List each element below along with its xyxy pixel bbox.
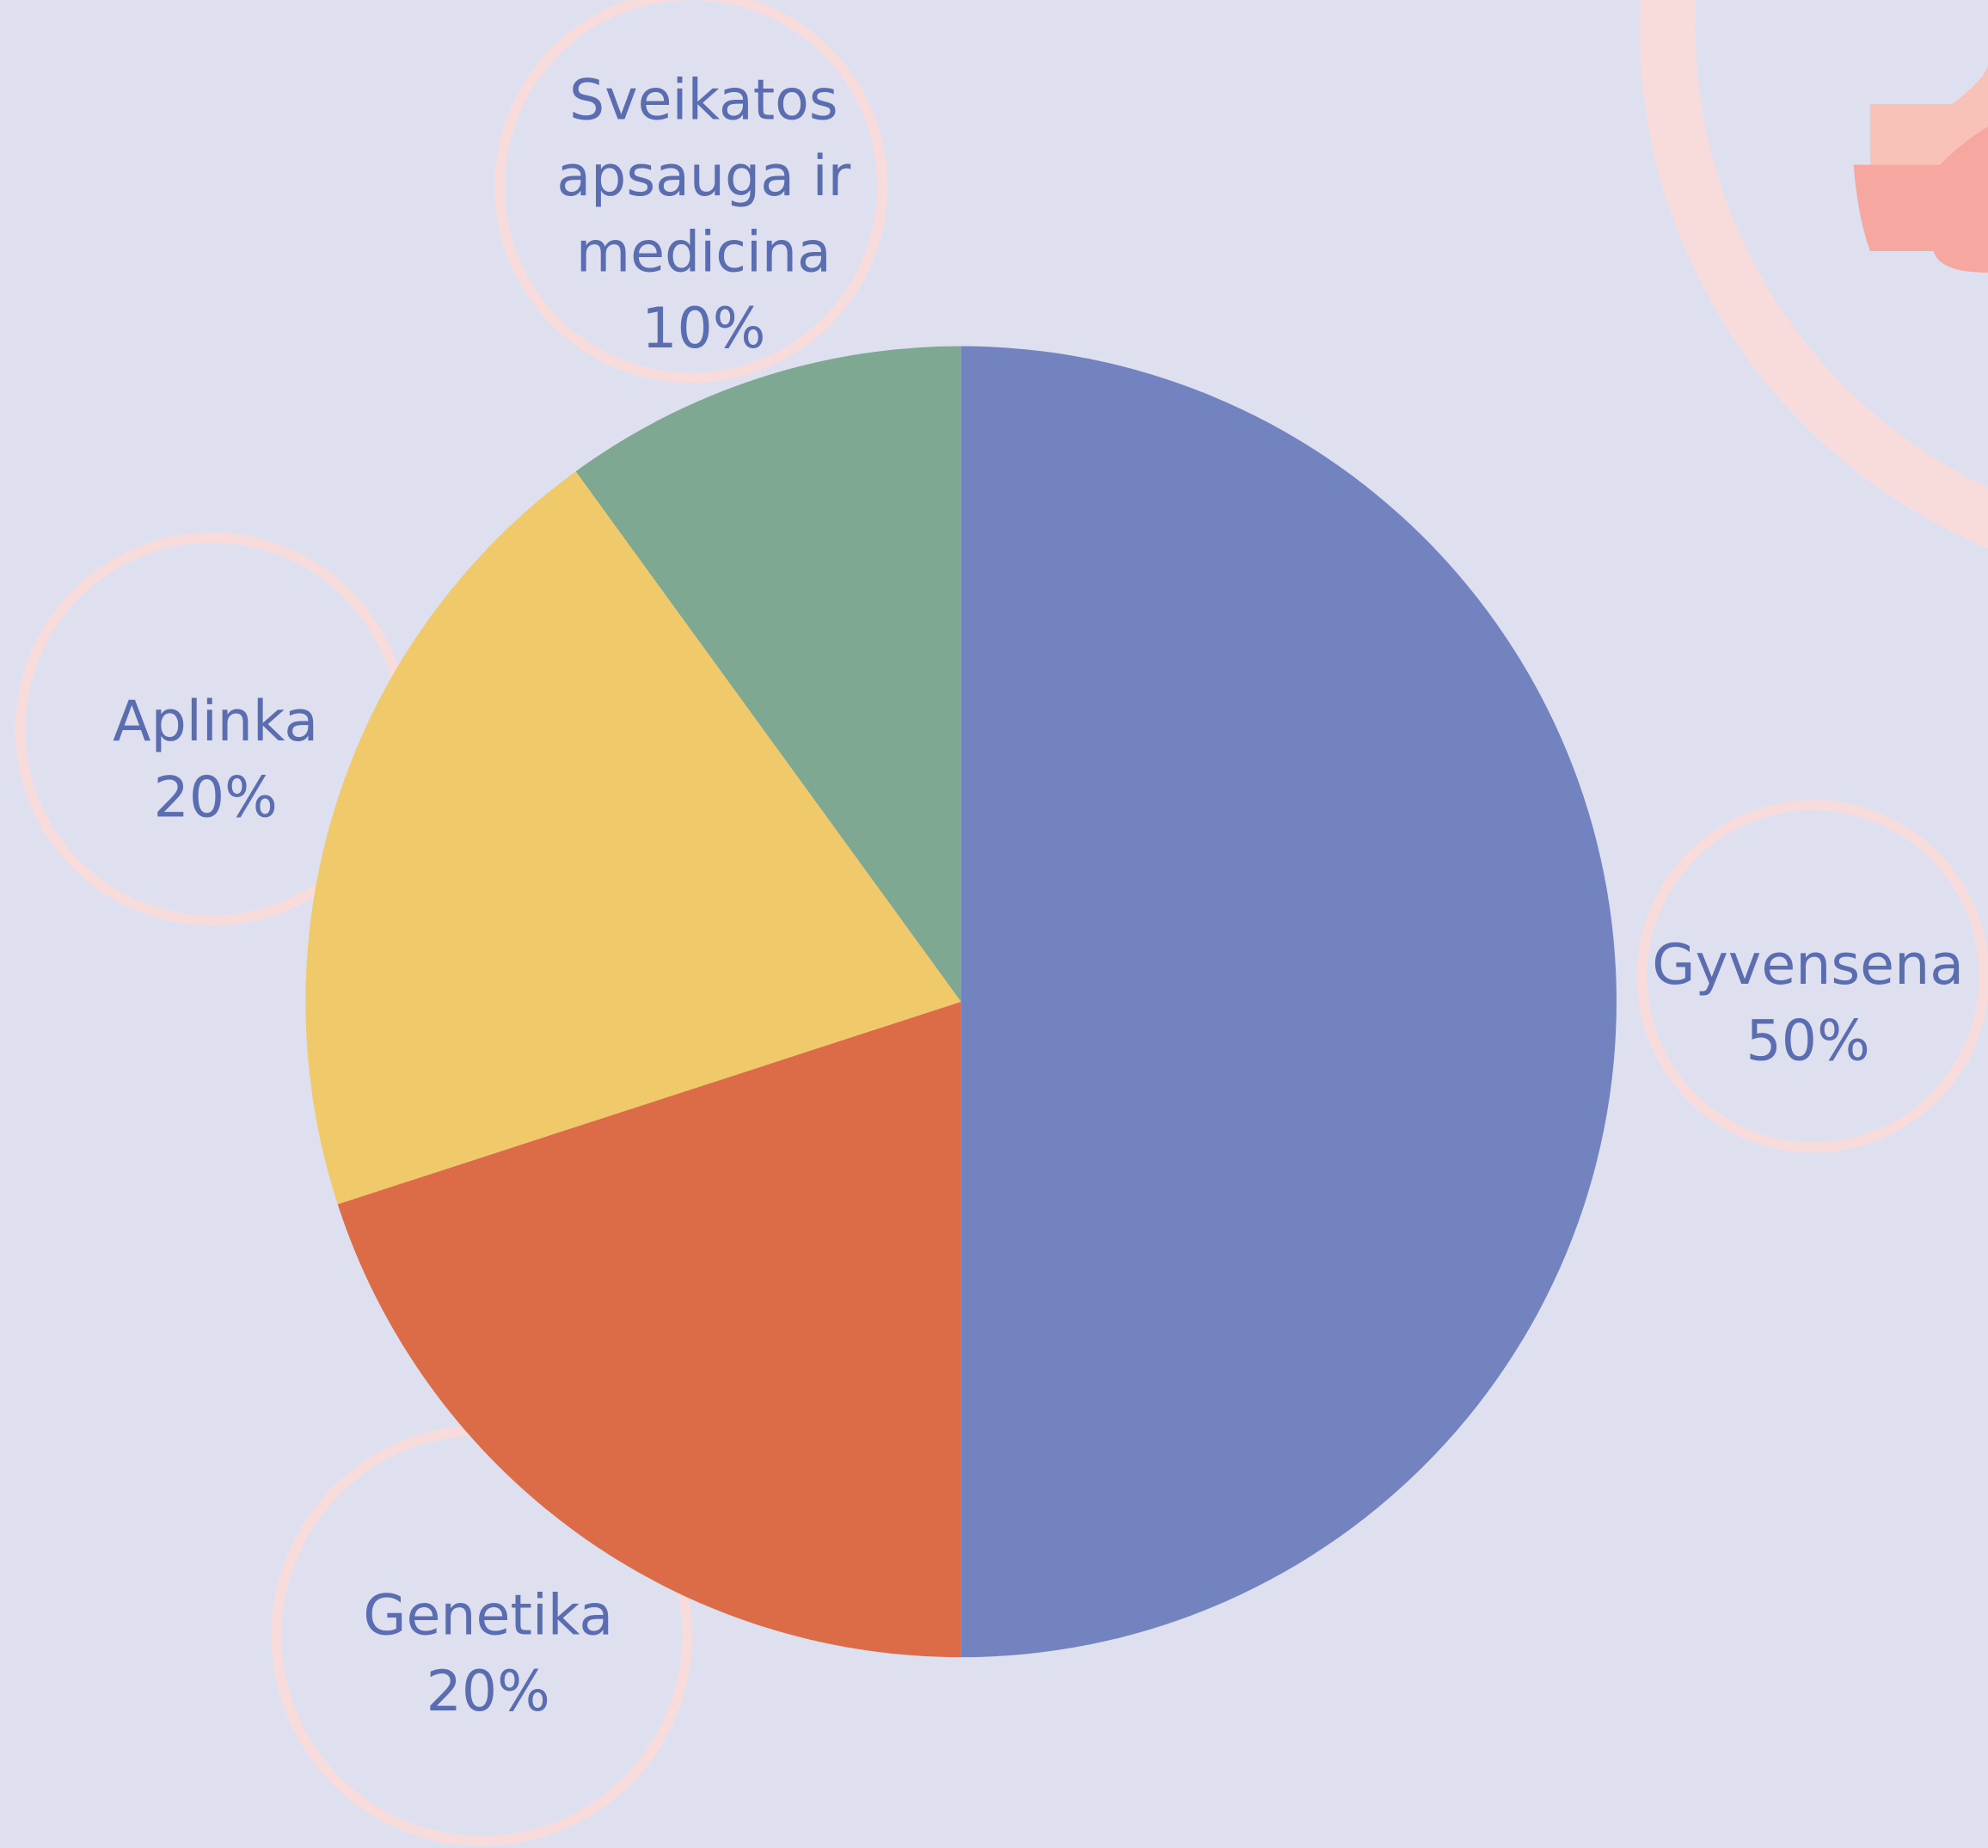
value-label: 20% (304, 1655, 672, 1730)
pie (305, 347, 1617, 1658)
category-label: Aplinka (32, 685, 400, 760)
deco-ring (1667, 0, 1988, 564)
category-label: Genetika (304, 1579, 672, 1655)
value-label: 20% (32, 761, 400, 837)
chart: Gyvensena50%Genetika20%Aplinka20%Sveikat… (0, 0, 1988, 1847)
value-label: 10% (520, 292, 888, 367)
category-label: Sveikatos apsauga ir medicina (520, 64, 888, 292)
pie-slice (961, 347, 1617, 1658)
chart-canvas (0, 0, 1988, 1847)
category-label: Gyvensena (1624, 928, 1988, 1004)
page: Gyvensena50%Genetika20%Aplinka20%Sveikat… (0, 0, 1988, 1848)
value-label: 50% (1624, 1004, 1988, 1080)
